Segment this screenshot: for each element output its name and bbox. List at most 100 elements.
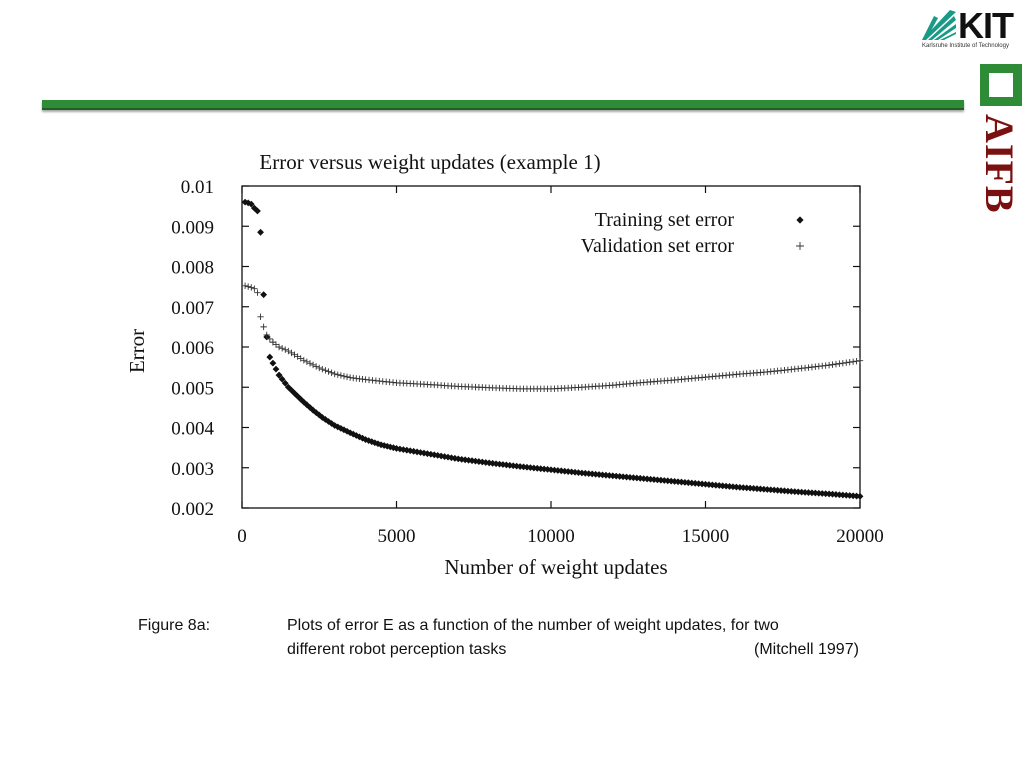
x-tick-label: 5000	[378, 526, 416, 547]
legend-label: Training set error	[595, 209, 735, 231]
training-point	[278, 375, 286, 383]
training-point	[671, 478, 678, 485]
validation-point	[825, 361, 833, 369]
training-point	[269, 359, 277, 367]
training-point	[496, 460, 503, 468]
caption-text-line1: Plots of error E as a function of the nu…	[287, 617, 779, 634]
validation-point	[853, 357, 860, 365]
training-point	[787, 487, 795, 495]
training-point	[306, 404, 314, 411]
validation-point	[303, 358, 311, 366]
legend-label: Validation set error	[581, 235, 735, 257]
y-tick-label: 0.005	[171, 378, 214, 399]
header-rule	[42, 100, 964, 110]
kit-subtitle: Karlsruhe Institute of Technology	[922, 43, 1009, 49]
x-tick-label: 15000	[682, 526, 730, 547]
chart-title: Error versus weight updates (example 1)	[259, 150, 600, 174]
validation-point	[248, 284, 255, 291]
training-point	[386, 443, 394, 451]
validation-point	[836, 360, 843, 367]
y-tick-label: 0.008	[171, 258, 214, 279]
aifb-wordmark: AIFB	[977, 114, 1022, 214]
training-point	[254, 207, 261, 215]
training-point	[760, 485, 768, 493]
validation-point	[251, 285, 258, 292]
validation-point	[275, 343, 283, 351]
y-tick-label: 0.009	[171, 217, 214, 238]
training-point	[420, 449, 428, 457]
validation-point	[322, 367, 329, 374]
validation-point	[334, 371, 341, 378]
training-point	[856, 492, 864, 500]
y-axis-label: Error	[125, 329, 149, 373]
training-point	[602, 471, 610, 479]
caption-text-line2: different robot perception tasks	[287, 641, 507, 658]
training-point	[520, 463, 527, 471]
validation-point	[343, 373, 351, 381]
validation-point	[306, 360, 314, 367]
training-point	[247, 200, 255, 208]
training-point	[753, 485, 761, 493]
y-tick-label: 0.003	[171, 459, 214, 480]
training-point	[257, 228, 264, 236]
legend-marker	[796, 216, 804, 224]
validation-point	[257, 313, 264, 321]
caption-citation: (Mitchell 1997)	[754, 641, 859, 658]
training-point	[551, 466, 558, 474]
training-point	[674, 478, 682, 486]
kit-fan-icon	[922, 10, 956, 40]
validation-point	[244, 283, 252, 290]
training-point	[318, 414, 326, 421]
validation-point	[340, 372, 348, 380]
validation-point	[241, 282, 249, 290]
x-tick-label: 10000	[527, 526, 575, 547]
validation-point	[278, 345, 286, 352]
y-tick-label: 0.01	[181, 177, 214, 198]
kit-logo: KIT Karlsruhe Institute of Technology	[920, 6, 1018, 52]
plot-area-frame	[241, 185, 861, 509]
training-point	[523, 463, 531, 471]
legend-marker	[796, 242, 804, 250]
training-point	[266, 353, 274, 361]
x-axis-label: Number of weight updates	[444, 555, 667, 579]
validation-point	[266, 335, 274, 343]
training-point	[343, 427, 351, 435]
validation-point	[282, 346, 289, 353]
training-point	[599, 471, 606, 479]
y-tick-label: 0.006	[171, 338, 214, 359]
kit-wordmark: KIT	[958, 5, 1014, 46]
training-point	[250, 204, 258, 212]
training-point	[272, 365, 280, 373]
validation-point	[856, 357, 864, 364]
training-point	[406, 447, 414, 455]
validation-point	[829, 361, 836, 368]
training-point	[393, 445, 400, 452]
validation-point	[316, 364, 323, 372]
training-point	[482, 459, 490, 466]
training-point	[698, 480, 706, 488]
y-tick-label: 0.007	[171, 298, 214, 319]
aifb-logo: AIFB	[972, 62, 1024, 232]
training-point	[281, 379, 289, 387]
validation-point	[260, 323, 267, 331]
validation-point	[849, 358, 857, 365]
validation-point	[337, 372, 345, 379]
series-training-set-error	[241, 198, 864, 500]
validation-point	[263, 331, 270, 339]
training-point	[633, 474, 641, 482]
validation-point	[319, 365, 326, 373]
validation-point	[832, 360, 840, 368]
series-validation-set-error	[241, 282, 864, 393]
training-point	[702, 480, 709, 488]
y-tick-label: 0.002	[171, 499, 214, 520]
training-point	[801, 488, 809, 496]
training-point	[472, 457, 479, 465]
training-point	[818, 490, 826, 497]
training-point	[260, 291, 268, 299]
validation-point	[331, 370, 338, 378]
aifb-square-icon	[980, 64, 1022, 106]
error-chart: Error versus weight updates (example 1) …	[125, 150, 884, 579]
validation-point	[309, 361, 317, 369]
validation-point	[839, 359, 847, 367]
training-point	[244, 199, 252, 207]
